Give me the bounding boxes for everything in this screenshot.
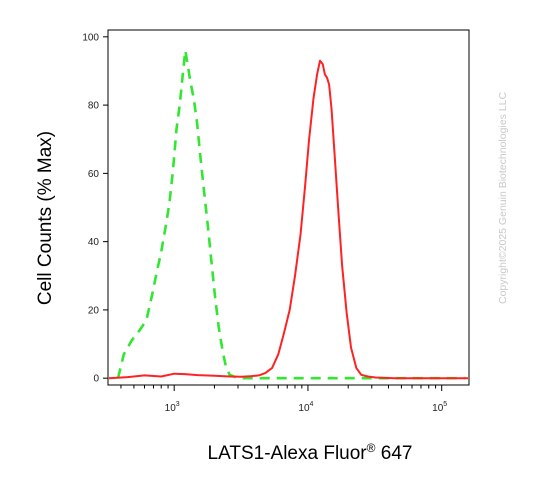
- series-line-solid-red: [108, 59, 468, 380]
- y-tick-label: 80: [88, 101, 100, 112]
- y-axis-label: Cell Counts (% Max): [35, 131, 56, 305]
- plot-frame: [107, 29, 470, 386]
- y-tick-label: 0: [93, 374, 99, 385]
- x-axis-label: LATS1-Alexa Fluor® 647: [208, 441, 413, 464]
- x-tick-label-base: 10: [432, 403, 444, 414]
- y-tick-label: 100: [82, 32, 99, 43]
- x-tick-label: 105: [432, 401, 447, 414]
- x-axis-label-suffix: 647: [375, 443, 412, 464]
- x-axis: 103 104 105: [120, 385, 447, 414]
- y-tick-label: 40: [88, 237, 100, 248]
- x-tick-label: 103: [165, 401, 180, 414]
- x-tick-label-base: 10: [298, 403, 310, 414]
- x-axis-label-main: LATS1-Alexa Fluor: [208, 443, 368, 464]
- x-tick-label-exponent: 3: [176, 401, 180, 408]
- x-tick-label-base: 10: [165, 403, 177, 414]
- x-axis-label-registered-mark: ®: [367, 441, 376, 455]
- copyright-watermark: Copyright©2025 Genuin Biotechnologies LL…: [497, 92, 509, 304]
- series-line-dashed-green: [116, 49, 466, 380]
- x-tick-label: 104: [298, 401, 313, 414]
- y-axis: 0 20 40 60 80 100: [82, 32, 108, 385]
- y-tick-label: 60: [88, 169, 100, 180]
- y-tick-label: 20: [88, 305, 100, 316]
- x-tick-label-exponent: 5: [443, 401, 447, 408]
- x-tick-label-exponent: 4: [310, 401, 314, 408]
- series-layer: [108, 49, 468, 380]
- plot-border: [107, 29, 470, 386]
